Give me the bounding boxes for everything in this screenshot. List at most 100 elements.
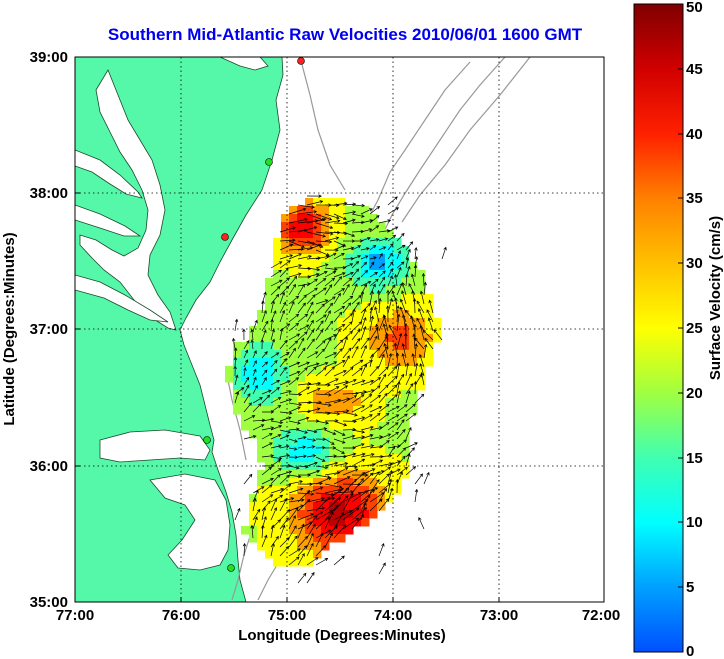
velocity-arrow — [405, 413, 417, 422]
velocity-cell — [281, 278, 290, 287]
velocity-arrow — [369, 335, 378, 350]
velocity-cell — [345, 302, 354, 311]
velocity-arrow — [315, 303, 326, 314]
velocity-arrow — [279, 390, 292, 395]
velocity-cell — [281, 430, 290, 439]
velocity-arrow — [243, 415, 256, 422]
velocity-arrow — [333, 213, 347, 220]
velocity-cell — [385, 454, 394, 463]
velocity-cell — [273, 550, 282, 559]
velocity-arrow — [387, 234, 397, 242]
velocity-cell — [289, 334, 298, 343]
velocity-cell — [425, 294, 434, 303]
velocity-arrow — [333, 288, 346, 296]
velocity-arrow — [351, 213, 365, 218]
velocity-cell — [361, 326, 370, 335]
velocity-arrow — [405, 390, 411, 404]
velocity-cell — [257, 318, 266, 327]
velocity-cell — [313, 470, 322, 479]
velocity-arrow — [297, 361, 310, 368]
velocity-arrow — [351, 514, 364, 530]
velocity-cell — [401, 302, 410, 311]
velocity-cell — [353, 406, 362, 415]
velocity-cell — [385, 478, 394, 487]
velocity-cell — [361, 214, 370, 223]
velocity-cell — [289, 446, 298, 455]
velocity-arrow — [360, 290, 365, 305]
velocity-arrow — [387, 243, 394, 251]
velocity-cell — [297, 542, 306, 551]
velocity-cell — [305, 438, 314, 447]
velocity-arrow — [351, 239, 364, 243]
velocity-arrow — [414, 337, 425, 350]
velocity-cell — [417, 350, 426, 359]
chesapeake-bay — [79, 69, 177, 331]
velocity-arrow — [351, 203, 366, 208]
velocity-cell — [329, 534, 338, 543]
velocity-cell — [345, 390, 354, 399]
velocity-cell — [289, 294, 298, 303]
velocity-cell — [401, 366, 410, 375]
velocity-cell — [401, 310, 410, 319]
velocity-arrow — [243, 384, 250, 395]
velocity-cell — [233, 358, 242, 367]
velocity-cell — [393, 470, 402, 479]
velocity-cell — [337, 510, 346, 519]
velocity-cell — [385, 374, 394, 383]
velocity-cell — [257, 486, 266, 495]
velocity-arrow — [342, 434, 356, 440]
velocity-arrow — [261, 369, 268, 377]
velocity-cell — [281, 230, 290, 239]
velocity-arrow — [414, 473, 423, 485]
velocity-cell — [345, 350, 354, 359]
velocity-cell — [313, 342, 322, 351]
velocity-cell — [353, 438, 362, 447]
velocity-arrow — [333, 324, 346, 332]
station-marker-2 — [265, 158, 273, 166]
velocity-cell — [265, 390, 274, 399]
velocity-arrow — [410, 273, 416, 287]
velocity-arrow — [342, 411, 358, 417]
colorbar-tick-label: 50 — [686, 0, 703, 16]
velocity-cell — [281, 382, 290, 391]
velocity-cell — [281, 326, 290, 335]
velocity-cell — [369, 390, 378, 399]
velocity-cell — [289, 222, 298, 231]
velocity-arrow — [306, 532, 314, 548]
velocity-cell — [257, 382, 266, 391]
velocity-cell — [241, 414, 250, 423]
velocity-arrow — [360, 472, 374, 485]
velocity-arrow — [378, 345, 389, 359]
velocity-cell — [401, 398, 410, 407]
station-marker-1 — [297, 57, 305, 65]
velocity-cell — [345, 214, 354, 223]
velocity-cell — [401, 406, 410, 415]
velocity-arrow — [405, 426, 412, 440]
velocity-arrow — [360, 444, 375, 449]
velocity-cell — [289, 462, 298, 471]
velocity-cell — [265, 486, 274, 495]
velocity-cell — [353, 430, 362, 439]
velocity-cell — [241, 526, 250, 535]
velocity-arrow — [369, 412, 381, 422]
velocity-arrow — [369, 459, 384, 467]
velocity-arrow — [242, 328, 246, 341]
velocity-cell — [377, 294, 386, 303]
velocity-cell — [225, 366, 234, 375]
velocity-arrow — [418, 516, 425, 530]
velocity-arrow — [378, 237, 389, 242]
x-tick-label: 76:00 — [162, 607, 200, 624]
velocity-arrow — [306, 511, 324, 521]
velocity-cell — [385, 326, 394, 335]
velocity-arrow — [369, 271, 378, 278]
velocity-arrow — [270, 488, 285, 494]
velocity-arrow — [396, 447, 407, 458]
velocity-cell — [281, 254, 290, 263]
velocity-arrow — [405, 466, 417, 476]
velocity-cell — [385, 230, 394, 239]
velocity-cell — [353, 230, 362, 239]
velocity-arrow — [288, 455, 299, 460]
velocity-cell — [281, 502, 290, 511]
velocity-cell — [249, 518, 258, 527]
velocity-arrow — [233, 356, 238, 368]
